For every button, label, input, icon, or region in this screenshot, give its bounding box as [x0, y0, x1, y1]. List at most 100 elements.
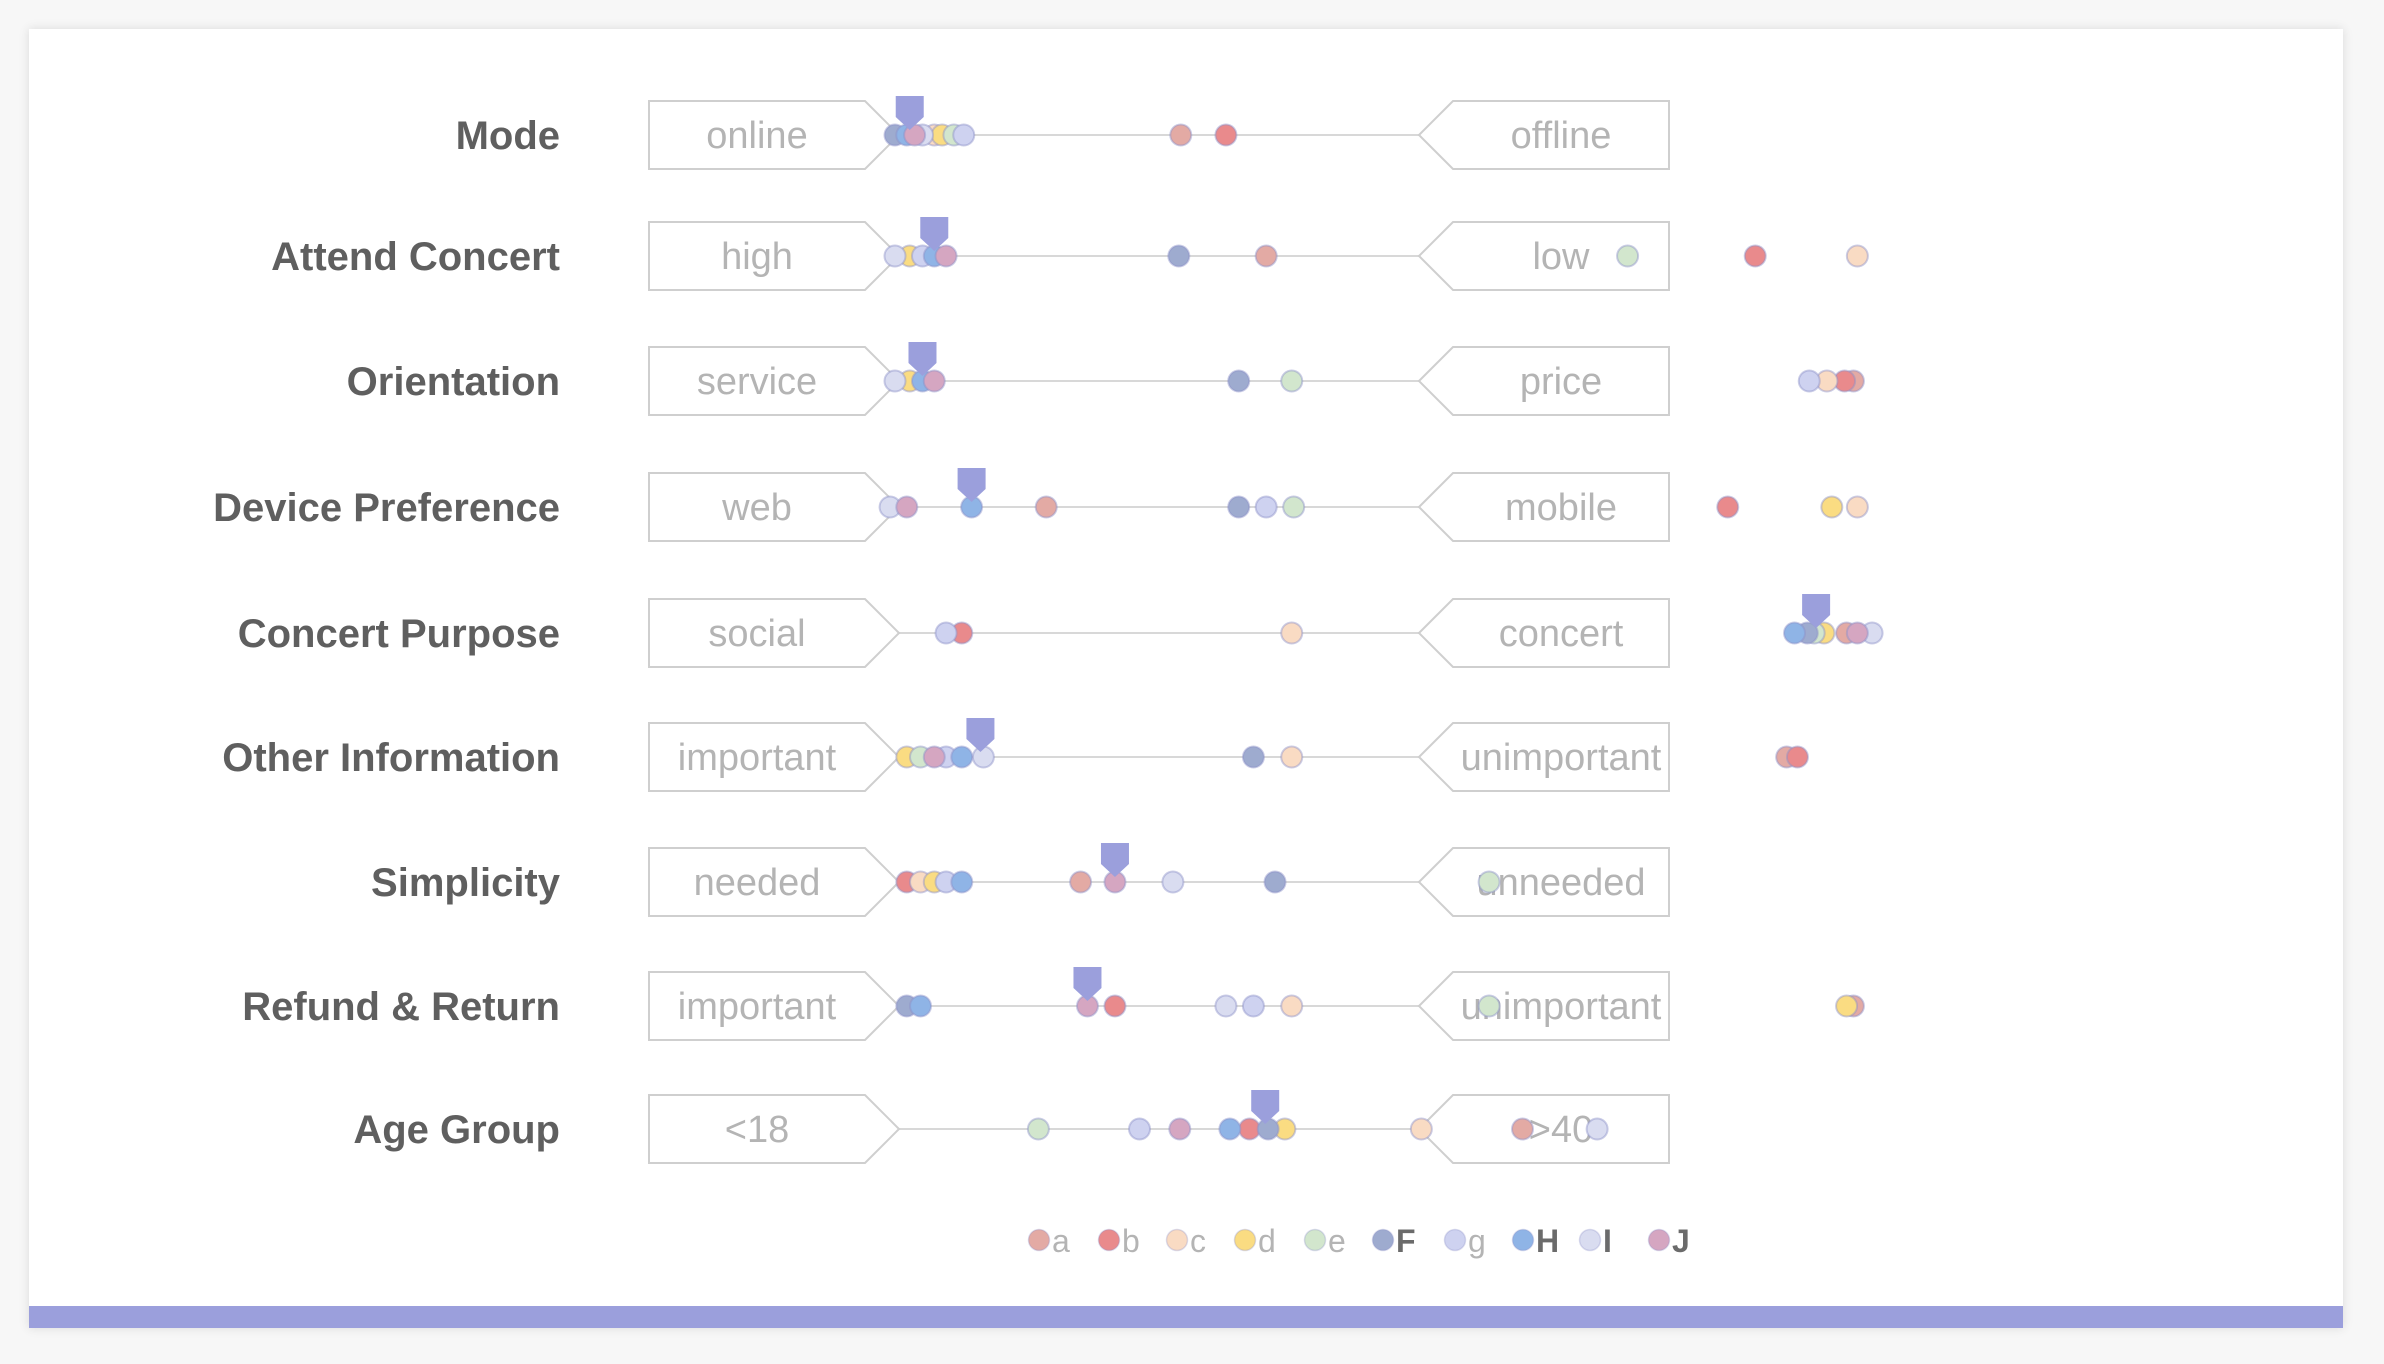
data-point-I	[971, 745, 995, 769]
legend-swatch	[1303, 1228, 1327, 1252]
data-point-I	[1214, 994, 1238, 1018]
marker-pointer	[895, 96, 924, 130]
marker-pointer	[966, 718, 995, 752]
right-pole-box	[1417, 100, 1670, 170]
right-pole-label: concert	[1499, 613, 1624, 655]
data-point-b	[1103, 994, 1127, 1018]
legend-item-I: I	[1578, 1223, 1612, 1259]
legend-label: J	[1672, 1223, 1690, 1259]
left-pole-label: service	[697, 361, 817, 403]
data-point-c	[1280, 621, 1304, 645]
data-point-H	[1218, 1117, 1242, 1141]
legend-label: I	[1603, 1223, 1612, 1259]
legend-label: F	[1396, 1223, 1416, 1259]
row-label: Orientation	[347, 360, 560, 404]
data-point-H	[909, 994, 933, 1018]
data-point-b	[1785, 745, 1809, 769]
data-point-H	[950, 745, 974, 769]
data-point-e	[1477, 994, 1501, 1018]
left-pole-box	[648, 598, 901, 668]
left-pole-label: high	[721, 236, 793, 278]
left-pole-label: online	[706, 115, 807, 157]
legend-item-J: J	[1647, 1223, 1690, 1259]
data-point-a	[1254, 244, 1278, 268]
row-device-preference: Device Preference web mobile	[213, 468, 1869, 542]
data-point-F	[1227, 369, 1251, 393]
right-pole-box	[1417, 472, 1670, 542]
right-pole-label: unneeded	[1476, 862, 1645, 904]
left-pole-label: important	[678, 737, 837, 779]
chart-card: Mode online offline Attend Concert high low Or…	[29, 29, 2343, 1328]
legend-label: g	[1468, 1223, 1486, 1259]
row-label: Other Information	[222, 736, 560, 780]
data-point-I	[883, 244, 907, 268]
legend-item-g: g	[1443, 1223, 1486, 1259]
data-point-d	[1835, 994, 1859, 1018]
data-point-F	[1167, 244, 1191, 268]
legend-label: d	[1258, 1223, 1276, 1259]
marker-pointer	[1073, 967, 1102, 1001]
row-concert-purpose: Concert Purpose social concert	[238, 594, 1884, 668]
legend-swatch	[1647, 1228, 1671, 1252]
data-point-J	[922, 369, 946, 393]
right-pole-label: price	[1520, 361, 1602, 403]
data-point-e	[1280, 369, 1304, 393]
legend-label: a	[1052, 1223, 1070, 1259]
data-point-I	[1585, 1117, 1609, 1141]
right-pole-label: mobile	[1505, 487, 1617, 529]
data-point-J	[922, 745, 946, 769]
legend-swatch	[1027, 1228, 1051, 1252]
right-pole-label: offline	[1511, 115, 1612, 157]
row-label: Simplicity	[371, 861, 561, 905]
left-pole-box	[648, 346, 901, 416]
legend-item-H: H	[1511, 1223, 1559, 1259]
data-point-e	[1477, 870, 1501, 894]
data-point-c	[1845, 244, 1869, 268]
data-point-d	[1820, 495, 1844, 519]
data-point-H	[1783, 621, 1807, 645]
data-point-J	[1845, 621, 1869, 645]
right-pole-box	[1417, 346, 1670, 416]
right-pole-label: unimportant	[1461, 737, 1662, 779]
data-point-b	[1214, 123, 1238, 147]
marker-pointer	[1251, 1090, 1280, 1124]
left-pole-box	[648, 847, 901, 917]
marker-pointer	[920, 217, 949, 251]
legend-item-e: e	[1303, 1223, 1346, 1259]
data-point-a	[1510, 1117, 1534, 1141]
data-point-e	[1616, 244, 1640, 268]
data-point-e	[1282, 495, 1306, 519]
data-point-F	[1263, 870, 1287, 894]
left-pole-label: important	[678, 986, 837, 1028]
left-pole-label: web	[721, 487, 792, 529]
marker-pointer	[908, 342, 937, 376]
row-label: Mode	[456, 114, 560, 158]
legend-swatch	[1097, 1228, 1121, 1252]
left-pole-label: social	[708, 613, 805, 655]
legend-swatch	[1165, 1228, 1189, 1252]
data-point-a	[1034, 495, 1058, 519]
data-point-I	[1161, 870, 1185, 894]
legend-item-F: F	[1371, 1223, 1416, 1259]
semantic-differential-chart: Mode online offline Attend Concert high low Or…	[213, 96, 1884, 1259]
legend-item-d: d	[1233, 1223, 1276, 1259]
left-pole-label: needed	[694, 862, 821, 904]
data-point-J	[895, 495, 919, 519]
row-age-group: Age Group <18 >40	[353, 1090, 1670, 1164]
row-attend-concert: Attend Concert high low	[271, 217, 1869, 291]
data-point-b	[1743, 244, 1767, 268]
data-point-I	[883, 369, 907, 393]
data-point-a	[1169, 123, 1193, 147]
legend-label: b	[1122, 1223, 1140, 1259]
row-other-information: Other Information important unimportant	[222, 718, 1809, 792]
row-label: Device Preference	[213, 486, 560, 530]
data-point-J	[934, 244, 958, 268]
row-label: Refund & Return	[242, 985, 560, 1029]
right-pole-box	[1417, 971, 1670, 1041]
data-point-H	[950, 870, 974, 894]
legend-label: e	[1328, 1223, 1346, 1259]
accent-bar	[29, 1306, 2343, 1328]
marker-pointer	[1100, 843, 1129, 877]
data-point-a	[1069, 870, 1093, 894]
data-point-c	[1845, 495, 1869, 519]
